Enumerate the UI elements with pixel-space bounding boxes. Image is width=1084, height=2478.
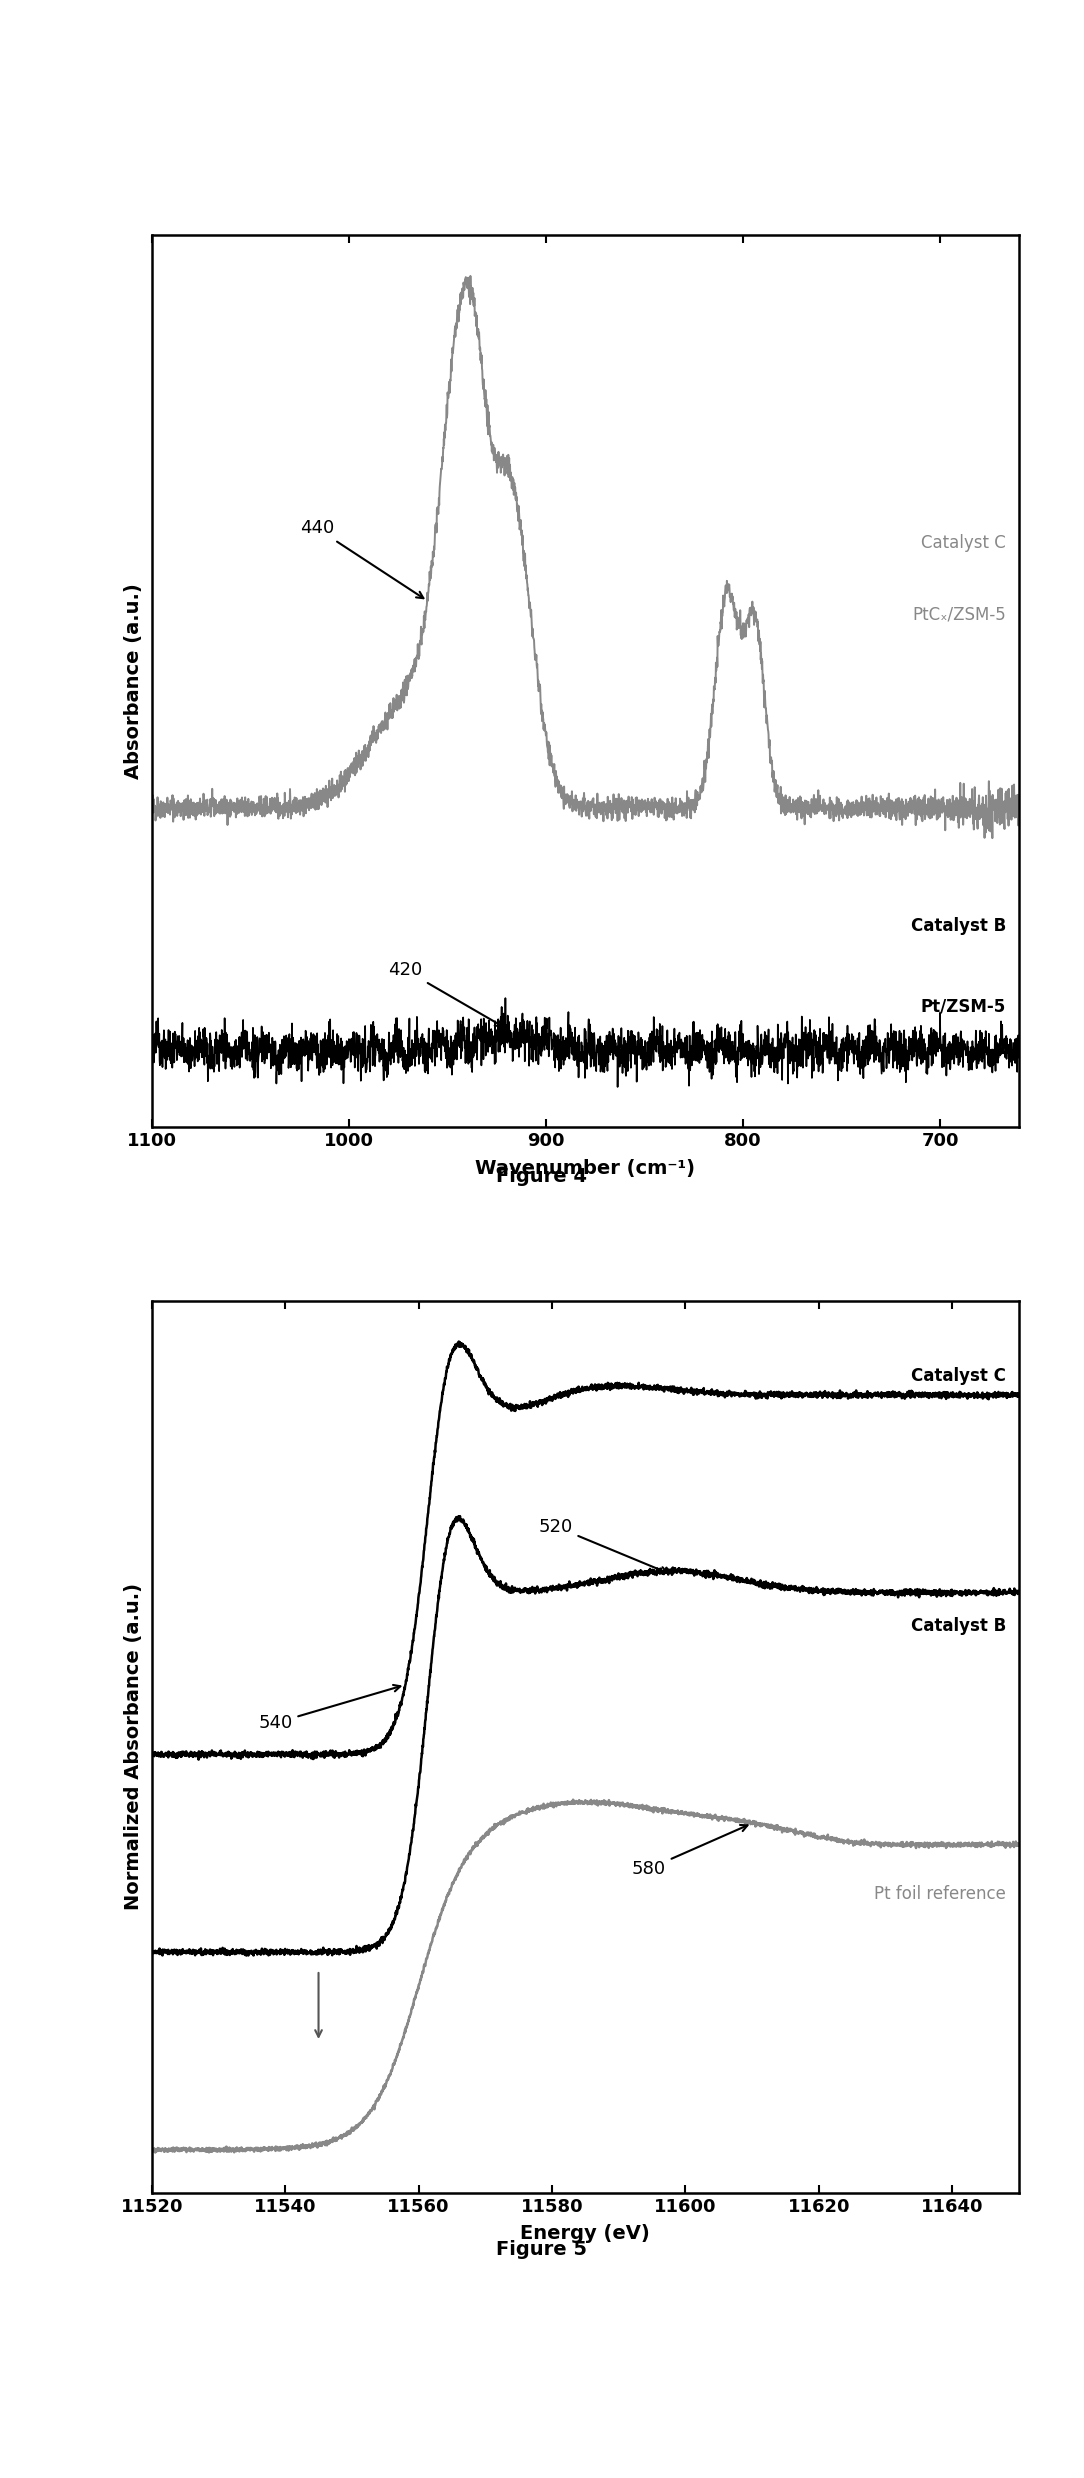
X-axis label: Wavenumber (cm⁻¹): Wavenumber (cm⁻¹): [476, 1160, 695, 1177]
Text: 540: 540: [258, 1685, 400, 1732]
Text: PtCₓ/ZSM-5: PtCₓ/ZSM-5: [913, 605, 1006, 622]
Text: Catalyst C: Catalyst C: [921, 533, 1006, 553]
Text: 580: 580: [632, 1824, 748, 1878]
Text: Catalyst C: Catalyst C: [911, 1368, 1006, 1385]
Text: Catalyst B: Catalyst B: [911, 1618, 1006, 1635]
Text: Figure 5: Figure 5: [496, 2240, 588, 2260]
Text: Figure 4: Figure 4: [496, 1167, 588, 1187]
Text: 440: 440: [299, 520, 424, 597]
Y-axis label: Absorbance (a.u.): Absorbance (a.u.): [125, 585, 143, 778]
Text: 520: 520: [539, 1517, 668, 1574]
Text: Catalyst B: Catalyst B: [911, 917, 1006, 934]
Text: 420: 420: [388, 961, 502, 1026]
Text: Pt/ZSM-5: Pt/ZSM-5: [920, 999, 1006, 1016]
Text: Pt foil reference: Pt foil reference: [874, 1886, 1006, 1903]
Y-axis label: Normalized Absorbance (a.u.): Normalized Absorbance (a.u.): [125, 1583, 143, 1911]
X-axis label: Energy (eV): Energy (eV): [520, 2225, 650, 2243]
